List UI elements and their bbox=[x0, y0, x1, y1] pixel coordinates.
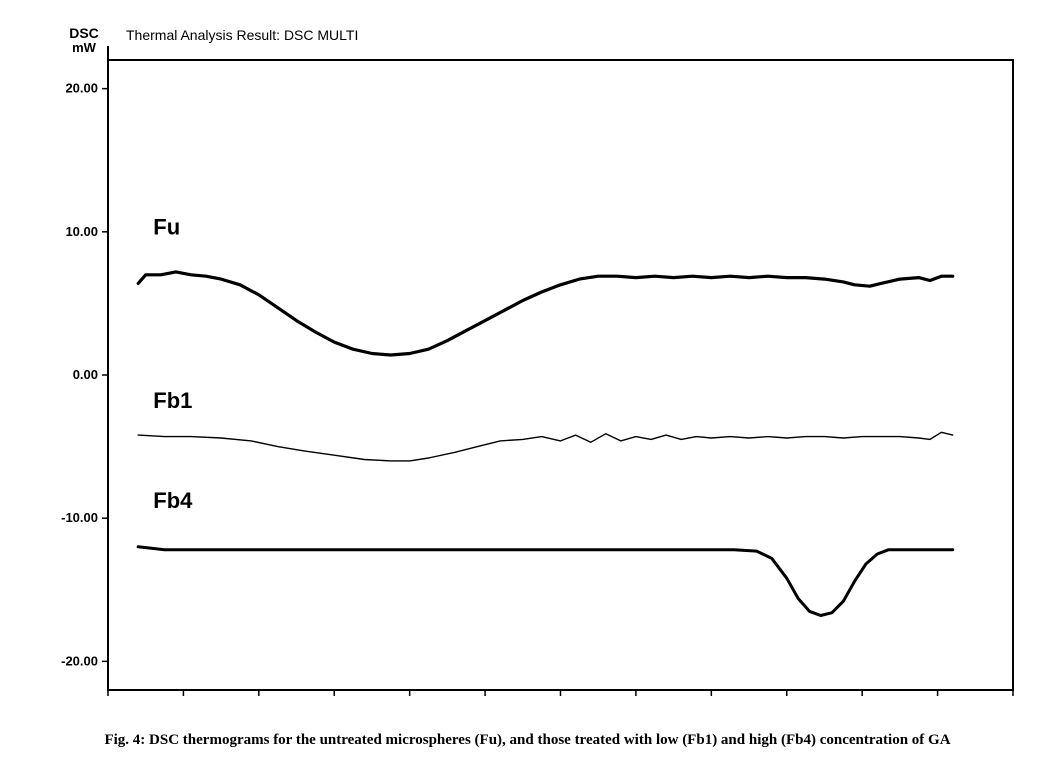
series-Fb4 bbox=[138, 547, 953, 616]
series-Fu bbox=[138, 272, 953, 355]
figure-caption: Fig. 4: DSC thermograms for the untreate… bbox=[20, 732, 1035, 749]
dsc-thermogram-chart: DSCmW Thermal Analysis Result: DSC MULTI -… bbox=[20, 20, 1035, 728]
svg-text:200.0: 200.0 bbox=[770, 698, 803, 700]
series-Fb1 bbox=[138, 432, 953, 461]
svg-text:mW: mW bbox=[72, 40, 97, 55]
svg-text:160.0: 160.0 bbox=[620, 698, 653, 700]
svg-text:220.0: 220.0 bbox=[846, 698, 879, 700]
series-label-Fb1: Fb1 bbox=[153, 388, 192, 413]
svg-text:20.00: 20.00 bbox=[65, 81, 98, 96]
svg-text:-20.00: -20.00 bbox=[61, 653, 98, 668]
svg-text:80.0: 80.0 bbox=[322, 698, 347, 700]
chart-svg: DSCmW Thermal Analysis Result: DSC MULTI -… bbox=[20, 20, 1035, 700]
svg-text:100.0: 100.0 bbox=[393, 698, 426, 700]
series-label-Fb4: Fb4 bbox=[153, 488, 193, 513]
svg-text:260.0: 260.0 bbox=[997, 698, 1030, 700]
svg-text:140.0: 140.0 bbox=[544, 698, 577, 700]
svg-text:240.0: 240.0 bbox=[921, 698, 954, 700]
svg-text:-10.00: -10.00 bbox=[61, 510, 98, 525]
svg-text:Thermal Analysis Result: DSC M: Thermal Analysis Result: DSC MULTI bbox=[126, 27, 358, 43]
svg-text:20.0: 20.0 bbox=[95, 698, 120, 700]
svg-text:DSC: DSC bbox=[69, 25, 99, 41]
svg-text:10.00: 10.00 bbox=[65, 224, 98, 239]
svg-text:0.00: 0.00 bbox=[73, 367, 98, 382]
svg-text:180.0: 180.0 bbox=[695, 698, 728, 700]
svg-text:40.0: 40.0 bbox=[171, 698, 196, 700]
svg-text:60.0: 60.0 bbox=[246, 698, 271, 700]
series-label-Fu: Fu bbox=[153, 215, 180, 240]
svg-text:120.0: 120.0 bbox=[469, 698, 502, 700]
